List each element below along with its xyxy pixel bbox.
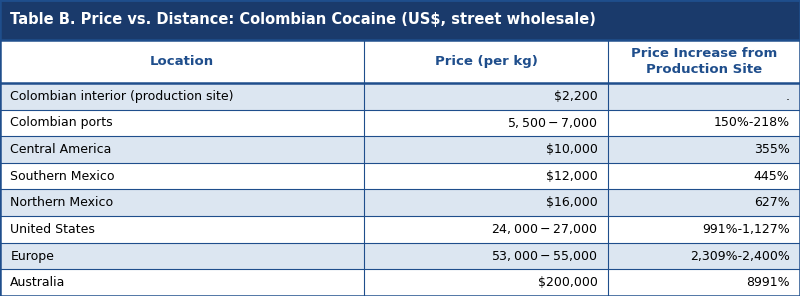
Bar: [0, 136, 800, 163]
Bar: [0, 163, 800, 189]
Text: $5,500-$7,000: $5,500-$7,000: [507, 116, 598, 130]
Bar: [0, 189, 800, 216]
Text: 2,309%-2,400%: 2,309%-2,400%: [690, 250, 790, 263]
Text: $2,200: $2,200: [554, 90, 598, 103]
Text: $16,000: $16,000: [546, 196, 598, 209]
Text: 627%: 627%: [754, 196, 790, 209]
Bar: [0, 83, 800, 110]
Text: Europe: Europe: [10, 250, 54, 263]
Text: $12,000: $12,000: [546, 170, 598, 183]
Text: Price Increase from
Production Site: Price Increase from Production Site: [631, 47, 777, 76]
Text: Northern Mexico: Northern Mexico: [10, 196, 114, 209]
Text: United States: United States: [10, 223, 95, 236]
Bar: [0, 269, 800, 296]
Text: $10,000: $10,000: [546, 143, 598, 156]
Text: Location: Location: [150, 55, 214, 68]
Text: Price (per kg): Price (per kg): [434, 55, 538, 68]
Text: .: .: [786, 90, 790, 103]
Text: 445%: 445%: [754, 170, 790, 183]
Text: $24,000-$27,000: $24,000-$27,000: [491, 222, 598, 237]
Text: Southern Mexico: Southern Mexico: [10, 170, 115, 183]
Bar: [0, 110, 800, 136]
Text: Colombian interior (production site): Colombian interior (production site): [10, 90, 234, 103]
Text: Australia: Australia: [10, 276, 66, 289]
Text: Central America: Central America: [10, 143, 112, 156]
Text: 991%-1,127%: 991%-1,127%: [702, 223, 790, 236]
Text: 355%: 355%: [754, 143, 790, 156]
Text: 8991%: 8991%: [746, 276, 790, 289]
Text: Colombian ports: Colombian ports: [10, 116, 113, 129]
Text: $200,000: $200,000: [538, 276, 598, 289]
Text: 150%-218%: 150%-218%: [714, 116, 790, 129]
Bar: [0, 243, 800, 269]
Text: $53,000-$55,000: $53,000-$55,000: [491, 249, 598, 263]
Bar: [0, 216, 800, 243]
Text: Table B. Price vs. Distance: Colombian Cocaine (US$, street wholesale): Table B. Price vs. Distance: Colombian C…: [10, 12, 595, 28]
